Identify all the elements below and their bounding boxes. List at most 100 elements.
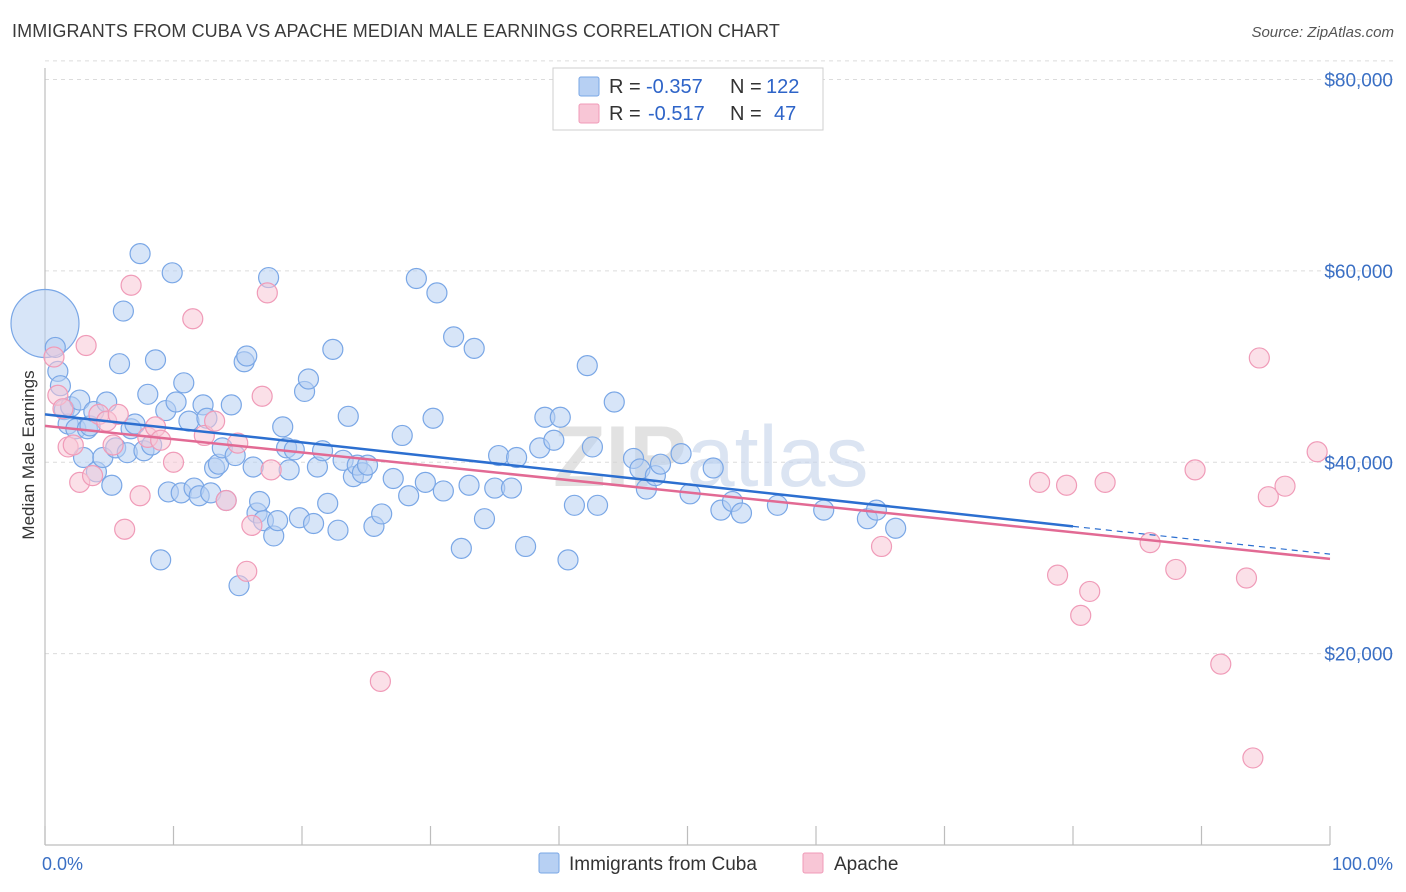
cuba-point bbox=[382, 467, 404, 490]
cuba-point bbox=[391, 424, 413, 447]
chart-title: IMMIGRANTS FROM CUBA VS APACHE MEDIAN MA… bbox=[12, 21, 781, 41]
cuba-point bbox=[242, 456, 264, 478]
watermark-text: ZIPatlas bbox=[553, 409, 868, 505]
apache-point bbox=[1235, 567, 1258, 589]
apache-point bbox=[107, 403, 129, 426]
apache-trend-line bbox=[44, 424, 1331, 561]
apache-point bbox=[215, 489, 237, 512]
cuba-point bbox=[505, 446, 528, 469]
series-apache bbox=[43, 274, 1328, 769]
series-cuba bbox=[10, 243, 907, 597]
x-tick-label-min: 0.0% bbox=[42, 854, 83, 874]
y-axis-label: Median Male Earnings bbox=[19, 370, 38, 539]
legend-n-label-cuba: N = bbox=[730, 76, 762, 98]
cuba-point bbox=[581, 436, 604, 458]
legend-box: R = -0.357 N = 122 R = -0.517 N = 47 bbox=[552, 67, 824, 131]
cuba-point bbox=[422, 407, 444, 429]
legend-n-label-apache: N = bbox=[730, 103, 762, 125]
cuba-point bbox=[473, 508, 496, 530]
cuba-point bbox=[272, 416, 294, 438]
cuba-point bbox=[766, 494, 789, 516]
axes bbox=[44, 68, 1331, 846]
cuba-point bbox=[463, 337, 485, 359]
cuba-point bbox=[549, 406, 571, 428]
bottom-legend-label-cuba: Immigrants from Cuba bbox=[569, 854, 757, 875]
cuba-point bbox=[649, 453, 672, 475]
legend-n-value-apache: 47 bbox=[774, 103, 796, 125]
cuba-point bbox=[322, 338, 344, 360]
cuba-point bbox=[603, 391, 625, 413]
cuba-point bbox=[576, 355, 598, 377]
legend-r-value-cuba: -0.357 bbox=[646, 76, 703, 98]
bottom-legend-label-apache: Apache bbox=[834, 854, 898, 875]
apache-point bbox=[1242, 747, 1264, 769]
legend-r-value-apache: -0.517 bbox=[648, 103, 705, 125]
cuba-point bbox=[458, 474, 480, 496]
bottom-legend-swatch-cuba bbox=[538, 852, 560, 874]
apache-point bbox=[1248, 347, 1270, 369]
apache-point bbox=[1028, 471, 1051, 493]
y-tick-labels: $20,000 $40,000 $60,000 $80,000 bbox=[1324, 71, 1393, 666]
cuba-point bbox=[101, 474, 123, 496]
cuba-point bbox=[297, 368, 320, 390]
legend-r-label-cuba: R = bbox=[609, 76, 641, 98]
cuba-point bbox=[371, 503, 393, 525]
apache-point bbox=[150, 429, 172, 451]
cuba-point bbox=[137, 383, 159, 405]
apache-point bbox=[1210, 653, 1232, 675]
apache-point bbox=[251, 385, 273, 407]
apache-point bbox=[1274, 475, 1296, 497]
cuba-point bbox=[514, 535, 537, 558]
apache-point bbox=[1094, 471, 1116, 493]
cuba-point bbox=[543, 429, 565, 451]
cuba-point bbox=[108, 353, 131, 375]
apache-point bbox=[227, 432, 249, 454]
cuba-point bbox=[165, 391, 187, 413]
cuba-point bbox=[702, 457, 724, 479]
cuba-trend-line bbox=[44, 413, 1074, 528]
cuba-point bbox=[337, 405, 359, 427]
cuba-trend-extension bbox=[1072, 525, 1331, 555]
cuba-point bbox=[398, 485, 420, 507]
bottom-legend-swatch-apache bbox=[802, 852, 824, 874]
apache-point bbox=[1257, 486, 1279, 508]
cuba-point bbox=[327, 519, 349, 541]
trend-lines bbox=[44, 413, 1331, 561]
watermark-atlas: atlas bbox=[687, 409, 869, 505]
legend-swatch-apache bbox=[578, 103, 600, 124]
apache-point bbox=[204, 410, 226, 432]
legend-swatch-cuba bbox=[578, 76, 600, 97]
apache-point bbox=[369, 670, 391, 692]
apache-point bbox=[260, 459, 282, 481]
bottom-legend: Immigrants from Cuba Apache bbox=[538, 852, 898, 875]
apache-point bbox=[120, 274, 142, 296]
cuba-point bbox=[557, 549, 579, 571]
apache-point bbox=[1046, 564, 1069, 586]
apache-point bbox=[241, 514, 263, 537]
cuba-point bbox=[426, 282, 448, 304]
cuba-point bbox=[266, 510, 289, 532]
cuba-point bbox=[432, 480, 454, 502]
apache-point bbox=[62, 434, 84, 456]
cuba-point bbox=[317, 492, 339, 514]
apache-point bbox=[43, 346, 65, 368]
y-tick-label: $40,000 bbox=[1324, 453, 1393, 474]
cuba-point bbox=[150, 549, 172, 571]
apache-point bbox=[75, 334, 97, 357]
cuba-point bbox=[450, 537, 472, 559]
apache-point bbox=[870, 535, 893, 558]
y-tick-label: $20,000 bbox=[1324, 645, 1393, 666]
cuba-point bbox=[443, 326, 465, 348]
cuba-point bbox=[414, 471, 436, 493]
apache-point bbox=[114, 518, 136, 540]
apache-point bbox=[81, 465, 104, 487]
cuba-point bbox=[885, 517, 907, 539]
cuba-point bbox=[730, 502, 753, 524]
cuba-point bbox=[278, 459, 300, 481]
cuba-point bbox=[670, 443, 692, 465]
legend-n-value-cuba: 122 bbox=[766, 76, 799, 98]
cuba-point bbox=[129, 243, 151, 265]
cuba-point bbox=[220, 394, 242, 416]
cuba-point bbox=[69, 389, 91, 411]
